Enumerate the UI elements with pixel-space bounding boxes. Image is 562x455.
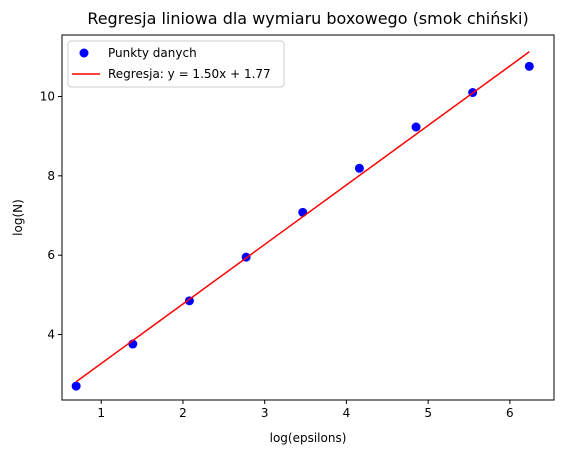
x-tick-label: 4 [343,406,351,420]
legend-label-regression: Regresja: y = 1.50x + 1.77 [108,67,271,81]
x-tick-label: 2 [179,406,187,420]
y-tick-label: 10 [40,89,55,103]
data-point [524,61,534,71]
legend: Punkty danych Regresja: y = 1.50x + 1.77 [67,40,285,88]
x-tick-label: 1 [97,406,105,420]
x-tick-label: 5 [424,406,432,420]
legend-scatter-marker [79,48,89,58]
legend-box [67,40,285,88]
x-axis-label: log(epsilons) [270,431,347,445]
x-tick-label: 6 [506,406,514,420]
data-point [354,163,364,173]
x-tick-label: 3 [261,406,269,420]
plot-area [71,51,534,391]
axis-ticks: 1 2 3 4 5 6 4 6 8 10 [40,89,514,420]
axes-frame [61,34,555,401]
legend-label-scatter: Punkty danych [108,46,197,60]
data-point [298,207,308,217]
y-tick-label: 6 [47,248,55,262]
y-axis-label: log(N) [11,199,25,236]
y-tick-label: 8 [47,169,55,183]
data-point [411,122,421,132]
regression-line [75,51,530,383]
data-point [71,381,81,391]
chart-title: Regresja liniowa dla wymiaru boxowego (s… [87,9,528,28]
y-tick-label: 4 [47,328,55,342]
